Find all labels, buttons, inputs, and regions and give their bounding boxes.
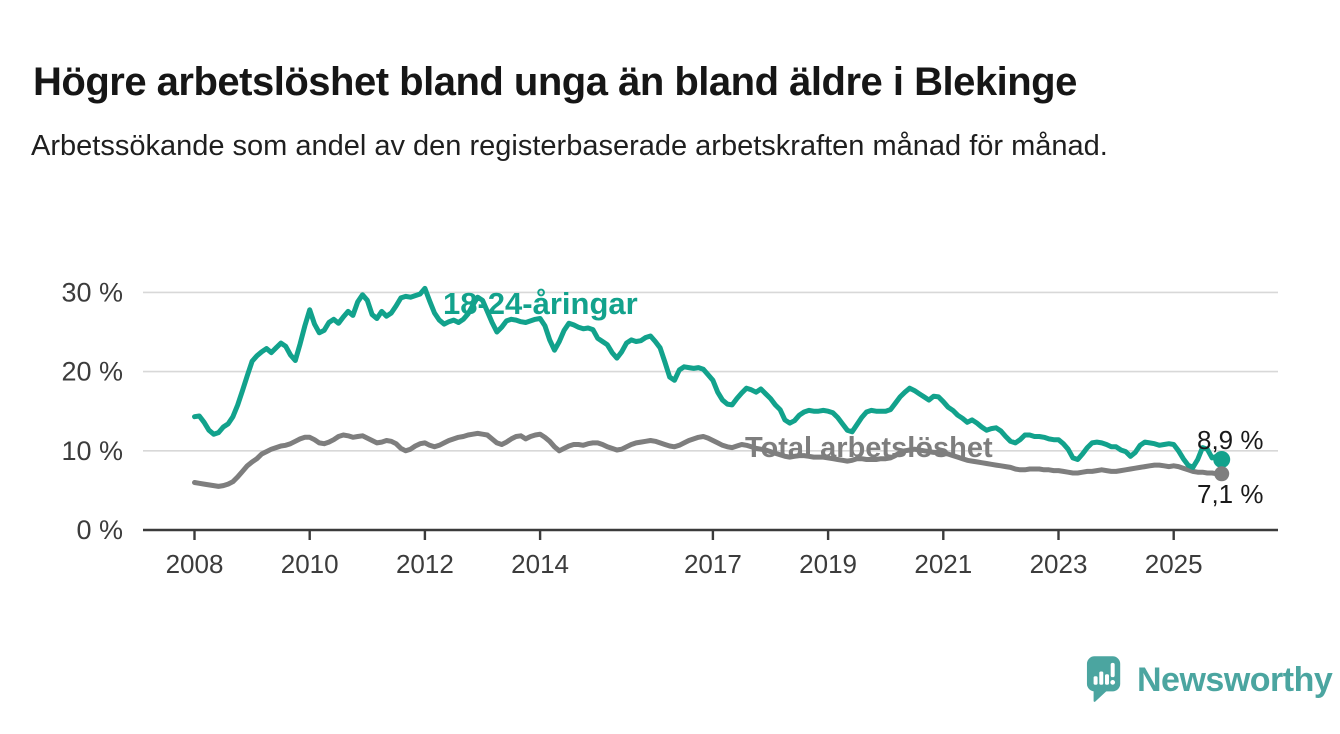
end-value-label-youth: 8,9 % [1197, 425, 1264, 455]
series-label-youth: 18-24-åringar [443, 286, 638, 321]
y-tick-label: 0 % [76, 515, 123, 545]
x-tick-label: 2017 [684, 549, 742, 579]
x-tick-label: 2012 [396, 549, 454, 579]
end-dot-total [1214, 466, 1230, 482]
page-title: Högre arbetslöshet bland unga än bland ä… [33, 59, 1077, 104]
series-label-total: Total arbetslöshet [745, 432, 993, 464]
brand-name: Newsworthy [1137, 661, 1333, 699]
x-tick-label: 2014 [511, 549, 569, 579]
end-dot-youth [1213, 451, 1231, 469]
newsworthy-logo-icon [1086, 655, 1124, 710]
series-line-total [192, 430, 1225, 489]
newsworthy-logo[interactable]: Newsworthy [1086, 655, 1333, 710]
x-tick-label: 2021 [914, 549, 972, 579]
x-tick-label: 2025 [1145, 549, 1203, 579]
y-tick-label: 20 % [61, 357, 123, 387]
x-tick-label: 2019 [799, 549, 857, 579]
y-tick-label: 10 % [61, 436, 123, 466]
end-value-label-total: 7,1 % [1197, 479, 1264, 509]
x-tick-label: 2023 [1030, 549, 1088, 579]
y-tick-label: 30 % [61, 277, 123, 307]
x-tick-label: 2010 [281, 549, 339, 579]
series-line-youth [192, 285, 1225, 470]
page-subtitle: Arbetssökande som andel av den registerb… [31, 130, 1108, 162]
x-tick-label: 2008 [166, 549, 224, 579]
